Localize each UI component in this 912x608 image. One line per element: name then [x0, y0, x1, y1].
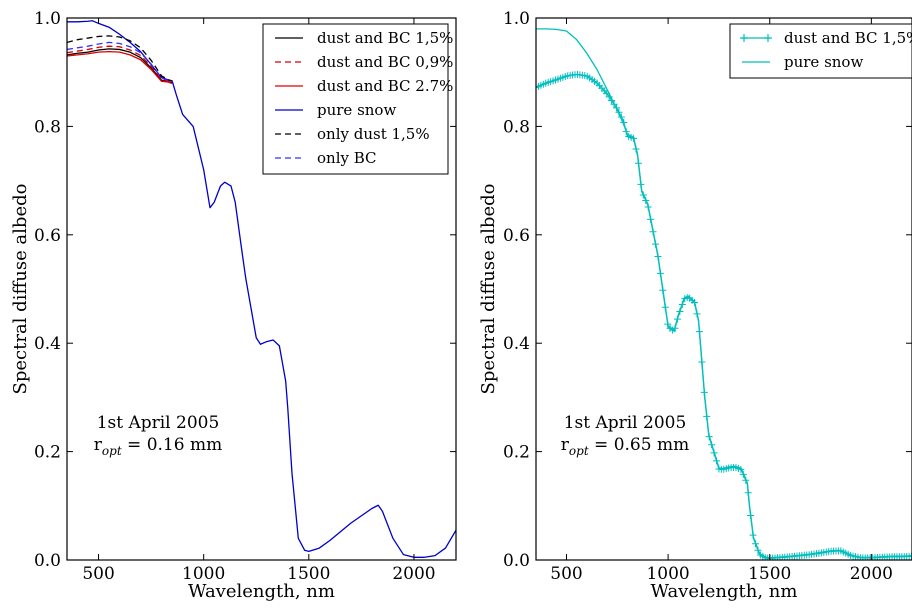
annotation-date: 1st April 2005	[97, 413, 220, 433]
y-tick-label: 0.8	[34, 117, 61, 137]
x-tick-label: 2000	[392, 564, 435, 584]
y-tick-label: 0.4	[503, 334, 530, 354]
x-tick-label: 500	[82, 564, 114, 584]
y-tick-label: 0.4	[34, 334, 61, 354]
legend-label: dust and BC 1,5%	[317, 29, 453, 47]
legend: dust and BC 1,5% dust and BC 0,9% dust and…	[263, 24, 453, 174]
legend-label: dust and BC 0,9%	[317, 53, 453, 71]
y-tick-label: 0.6	[503, 226, 530, 246]
legend-label: dust and BC 2.7%	[317, 77, 453, 95]
legend-label: only dust 1,5%	[317, 125, 430, 143]
legend-label: dust and BC 1,5%	[784, 29, 912, 47]
series-line-1	[536, 74, 912, 558]
annotation-radius: ropt = 0.16 mm	[94, 435, 222, 458]
legend-label: pure snow	[784, 53, 863, 71]
y-tick-label: 1.0	[503, 9, 530, 29]
y-tick-label: 0.6	[34, 226, 61, 246]
y-tick-label: 0.2	[503, 443, 530, 463]
x-tick-label: 2000	[850, 564, 893, 584]
annotation-date: 1st April 2005	[564, 413, 687, 433]
y-tick-label: 0.2	[34, 443, 61, 463]
plot-frame	[536, 18, 912, 560]
y-tick-label: 1.0	[34, 9, 61, 29]
annotation-radius: ropt = 0.65 mm	[561, 435, 689, 458]
y-tick-label: 0.0	[34, 551, 61, 571]
legend-label: only BC	[317, 149, 377, 167]
series-markers-1	[533, 71, 912, 562]
legend-label: pure snow	[317, 101, 396, 119]
legend: dust and BC 1,5% pure snow	[730, 24, 912, 78]
series-line-2	[536, 29, 912, 558]
x-axis-title: Wavelength, nm	[188, 581, 335, 602]
y-tick-label: 0.0	[503, 551, 530, 571]
x-axis-title: Wavelength, nm	[651, 581, 798, 602]
y-tick-label: 0.8	[503, 117, 530, 137]
y-axis-title: Spectral diffuse albedo	[10, 184, 31, 395]
plot-area	[533, 29, 912, 562]
y-axis-title: Spectral diffuse albedo	[478, 184, 499, 395]
x-tick-label: 500	[550, 564, 582, 584]
